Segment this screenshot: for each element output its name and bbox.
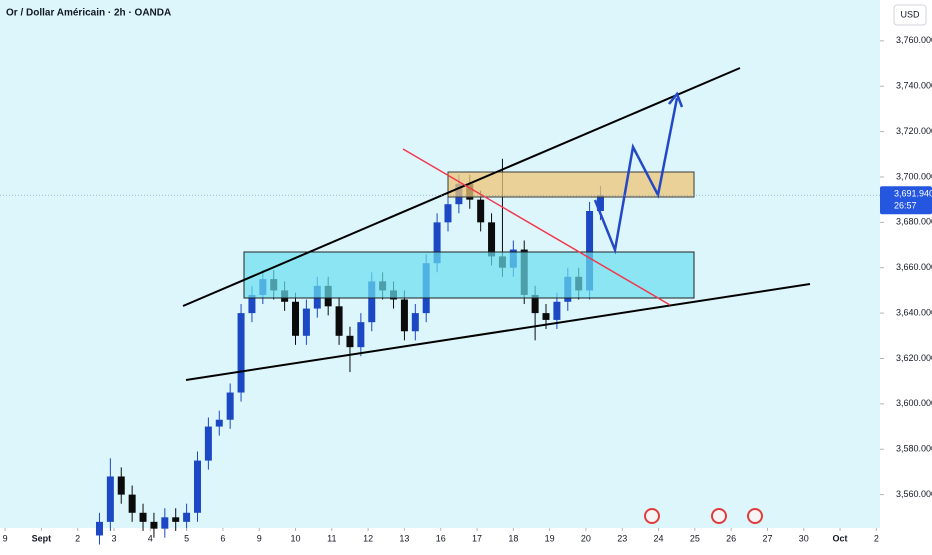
candle-body bbox=[183, 512, 191, 522]
x-tick-label: 23 bbox=[617, 533, 627, 543]
candle-body bbox=[411, 313, 419, 332]
candle-body bbox=[596, 195, 604, 212]
x-tick-label: 5 bbox=[184, 533, 189, 543]
candle-body bbox=[95, 521, 103, 536]
event-icon bbox=[644, 508, 660, 524]
x-tick-label: 17 bbox=[472, 533, 482, 543]
projection-arrowhead bbox=[668, 91, 684, 108]
candle-body bbox=[444, 204, 452, 223]
candle-body bbox=[346, 335, 354, 348]
x-tick-label: 6 bbox=[220, 533, 225, 543]
last-price-label: 3,691.940 bbox=[894, 189, 932, 199]
drawings bbox=[182, 67, 811, 381]
x-tick-label: 27 bbox=[762, 533, 772, 543]
y-tick-label: 3,720.000 bbox=[896, 126, 932, 136]
candle-body bbox=[172, 517, 180, 522]
x-tick-label: 13 bbox=[399, 533, 409, 543]
candle-body bbox=[542, 313, 550, 320]
candle-body bbox=[553, 301, 561, 320]
x-tick-label: 18 bbox=[508, 533, 518, 543]
candle-body bbox=[477, 199, 485, 223]
candle-body bbox=[226, 392, 234, 420]
x-tick-label: Sept bbox=[32, 533, 52, 543]
candle-body bbox=[161, 517, 169, 529]
support-zone bbox=[243, 251, 695, 299]
currency-box bbox=[893, 4, 927, 26]
candle-body bbox=[302, 308, 310, 336]
candle-body bbox=[488, 222, 496, 257]
x-tick-label: 2 bbox=[75, 533, 80, 543]
upper-trendline bbox=[182, 67, 741, 307]
candle-body bbox=[128, 494, 136, 513]
y-tick-label: 3,680.000 bbox=[896, 217, 932, 227]
x-tick-label: 4 bbox=[148, 533, 153, 543]
red-trendline bbox=[402, 148, 671, 306]
x-tick-label: 19 bbox=[545, 533, 555, 543]
candle-body bbox=[400, 299, 408, 332]
y-tick-label: 3,700.000 bbox=[896, 171, 932, 181]
x-tick-label: 3 bbox=[111, 533, 116, 543]
y-tick-label: 3,760.000 bbox=[896, 35, 932, 45]
projection-path bbox=[593, 97, 679, 255]
candle-body bbox=[586, 211, 594, 291]
candle-body bbox=[357, 322, 365, 348]
y-tick-label: 3,600.000 bbox=[896, 398, 932, 408]
y-tick-label: 3,580.000 bbox=[896, 444, 932, 454]
y-tick-label: 3,640.000 bbox=[896, 307, 932, 317]
x-tick-label: 11 bbox=[327, 533, 336, 543]
x-tick-label: Oct bbox=[833, 533, 848, 543]
time-axis-panel bbox=[0, 528, 880, 550]
candle-body bbox=[335, 306, 343, 336]
x-tick-label: 16 bbox=[436, 533, 446, 543]
price-axis-panel bbox=[880, 0, 932, 550]
last-price-tag bbox=[880, 186, 932, 215]
candle-body bbox=[215, 419, 223, 427]
currency-label: USD bbox=[900, 9, 920, 19]
candle-body bbox=[139, 512, 147, 522]
y-tick-label: 3,740.000 bbox=[896, 81, 932, 91]
candle-body bbox=[193, 460, 201, 513]
x-tick-label: 26 bbox=[726, 533, 736, 543]
x-tick-label: 9 bbox=[3, 533, 8, 543]
lower-trendline bbox=[185, 283, 811, 381]
y-tick-label: 3,620.000 bbox=[896, 353, 932, 363]
candle-body bbox=[150, 521, 158, 529]
x-tick-label: 20 bbox=[581, 533, 591, 543]
y-tick-label: 3,660.000 bbox=[896, 262, 932, 272]
candle-body bbox=[531, 294, 539, 314]
candle-body bbox=[117, 476, 125, 495]
countdown-label: 26:57 bbox=[894, 201, 917, 211]
x-tick-label: 10 bbox=[291, 533, 301, 543]
candle-body bbox=[292, 301, 300, 336]
y-tick-label: 3,560.000 bbox=[896, 489, 932, 499]
event-icon bbox=[747, 508, 763, 524]
x-tick-label: 30 bbox=[799, 533, 809, 543]
candle-body bbox=[368, 281, 376, 323]
candle-body bbox=[248, 294, 256, 314]
x-tick-label: 12 bbox=[363, 533, 373, 543]
x-tick-label: 9 bbox=[257, 533, 262, 543]
chart-title: Or / Dollar Américain · 2h · OANDA bbox=[6, 8, 171, 19]
x-tick-label: 2 bbox=[874, 533, 879, 543]
candle-body bbox=[106, 476, 114, 522]
candle-body bbox=[204, 426, 212, 461]
event-icons bbox=[644, 508, 763, 524]
x-tick-label: 25 bbox=[690, 533, 700, 543]
candle-body bbox=[237, 313, 245, 393]
candle-body bbox=[433, 222, 441, 264]
event-icon bbox=[711, 508, 727, 524]
x-tick-label: 24 bbox=[654, 533, 664, 543]
